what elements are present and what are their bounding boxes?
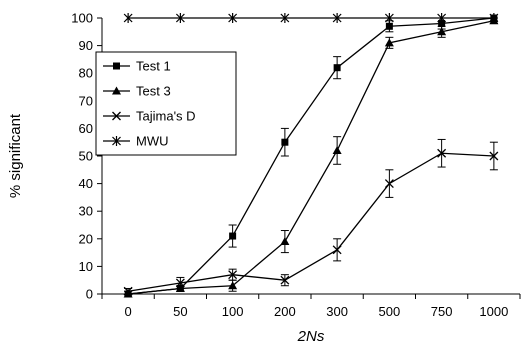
y-tick-label: 80 (79, 66, 93, 81)
data-point (280, 13, 290, 23)
legend-marker (113, 62, 120, 70)
legend-marker (112, 86, 121, 95)
legend-marker (112, 136, 121, 146)
x-tick-label: 750 (431, 304, 453, 319)
y-tick-label: 60 (79, 121, 93, 136)
y-tick-label: 100 (71, 11, 93, 26)
legend-label: Test 3 (136, 84, 171, 99)
data-point (228, 270, 238, 280)
x-tick-label: 100 (222, 304, 244, 319)
series-line (128, 152, 494, 292)
x-tick-label: 50 (173, 304, 187, 319)
data-point (332, 245, 342, 255)
data-point (437, 27, 447, 36)
legend-marker (112, 111, 121, 121)
data-point (438, 20, 446, 28)
data-point (489, 13, 499, 23)
data-point (280, 237, 290, 246)
data-point (175, 13, 185, 23)
y-tick-label: 50 (79, 149, 93, 164)
data-point (384, 13, 394, 23)
data-point (280, 275, 290, 285)
x-tick-label: 500 (379, 304, 401, 319)
y-tick-label: 70 (79, 93, 93, 108)
series-x (123, 138, 499, 296)
data-point (489, 151, 499, 161)
data-point (123, 13, 133, 23)
x-axis-title: 2Ns (297, 328, 325, 345)
data-point (384, 38, 394, 47)
data-point (385, 22, 393, 30)
data-point (384, 179, 394, 189)
data-point (228, 281, 238, 290)
legend-item: Test 1 (103, 59, 171, 74)
y-axis-title: % significant (7, 113, 24, 198)
legend-label: MWU (136, 134, 169, 149)
legend-item: MWU (103, 134, 169, 149)
data-point (229, 232, 237, 240)
data-point (228, 13, 238, 23)
legend: Test 1 Test 3 Tajima's D MWU (95, 51, 237, 156)
data-point (281, 138, 289, 146)
data-point (332, 145, 342, 154)
y-tick-label: 30 (79, 204, 93, 219)
y-tick-label: 40 (79, 176, 93, 191)
x-tick-label: 300 (326, 304, 348, 319)
y-tick-label: 20 (79, 231, 93, 246)
legend-item: Test 3 (103, 84, 171, 99)
data-point (437, 148, 447, 158)
legend-item: Tajima's D (103, 109, 196, 124)
y-tick-label: 0 (86, 287, 93, 302)
y-tick-label: 10 (79, 259, 93, 274)
legend-label: Test 1 (136, 59, 171, 74)
data-point (123, 286, 133, 296)
x-tick-label: 0 (125, 304, 132, 319)
series-line (128, 20, 495, 295)
x-tick-label: 200 (274, 304, 296, 319)
series-star (123, 13, 499, 23)
y-tick-label: 90 (79, 38, 93, 53)
data-point (437, 13, 447, 23)
x-tick-label: 1000 (479, 304, 508, 319)
data-point (332, 13, 342, 23)
legend-label: Tajima's D (136, 109, 196, 124)
data-point (175, 278, 185, 288)
series-line (128, 17, 494, 295)
data-point (333, 64, 341, 72)
